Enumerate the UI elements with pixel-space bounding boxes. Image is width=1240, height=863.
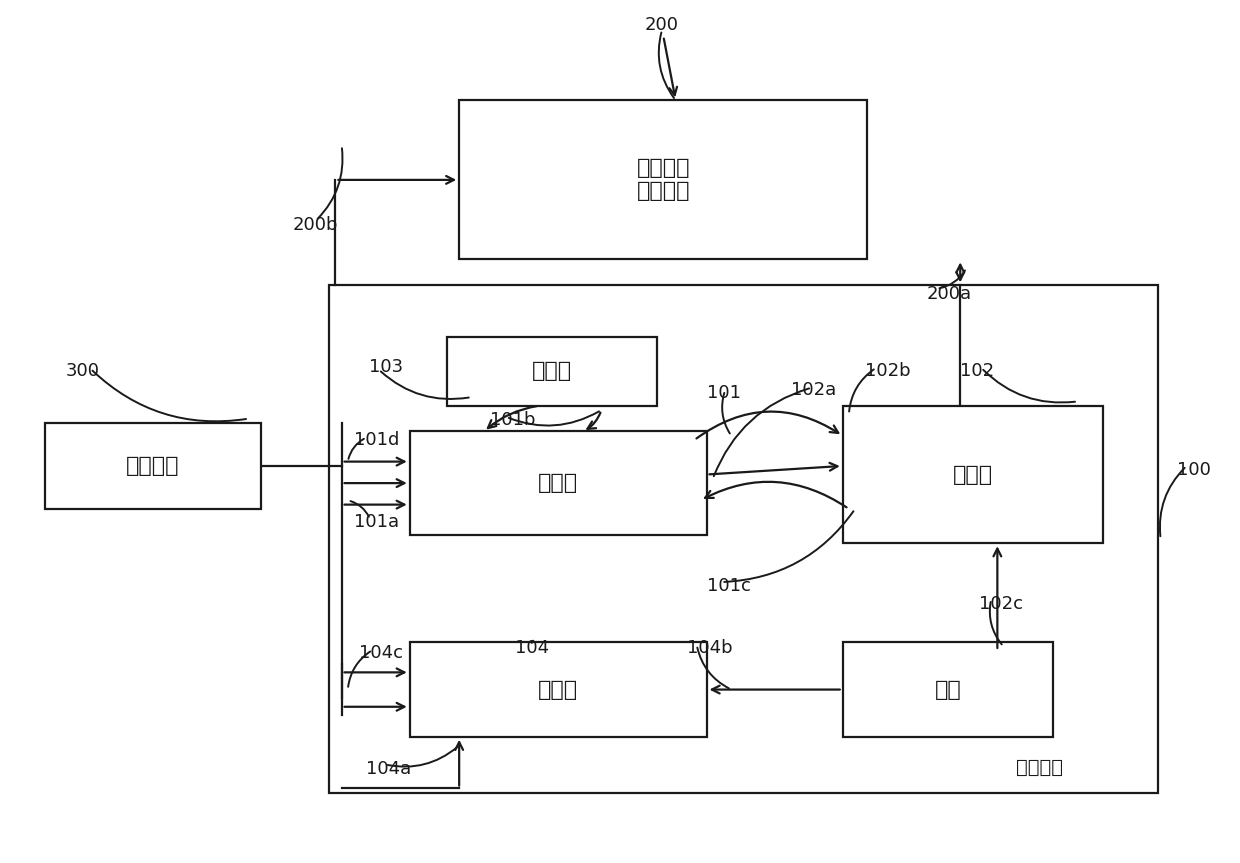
Text: 100: 100 <box>1177 461 1210 479</box>
Text: 104b: 104b <box>687 639 733 658</box>
Text: 103: 103 <box>368 358 403 376</box>
Text: 102b: 102b <box>866 362 910 381</box>
Text: 102a: 102a <box>791 381 836 400</box>
Text: 供气装置: 供气装置 <box>126 456 180 476</box>
Text: 重整器: 重整器 <box>538 473 578 493</box>
Text: 发电系统: 发电系统 <box>1016 758 1063 777</box>
Text: 101: 101 <box>707 384 740 402</box>
Text: 200a: 200a <box>926 285 972 303</box>
Text: 燃烧器: 燃烧器 <box>538 679 578 700</box>
FancyBboxPatch shape <box>459 100 868 260</box>
FancyBboxPatch shape <box>843 642 1053 737</box>
Text: 101d: 101d <box>353 432 399 449</box>
Text: 101c: 101c <box>707 577 750 595</box>
Text: 200b: 200b <box>293 216 337 234</box>
Text: 101a: 101a <box>353 513 399 531</box>
FancyBboxPatch shape <box>409 432 707 535</box>
Text: 二氧化碳
捕集系统: 二氧化碳 捕集系统 <box>636 158 689 201</box>
Text: 102: 102 <box>960 362 994 381</box>
Text: 空气: 空气 <box>935 679 961 700</box>
Text: 汽化器: 汽化器 <box>532 362 572 381</box>
Text: 104a: 104a <box>366 759 412 778</box>
FancyBboxPatch shape <box>446 337 657 406</box>
Text: 300: 300 <box>66 362 99 381</box>
Text: 102c: 102c <box>978 595 1023 613</box>
Text: 200: 200 <box>645 16 678 35</box>
Text: 104: 104 <box>515 639 549 658</box>
Text: 104c: 104c <box>358 645 403 663</box>
Text: 电池堆: 电池堆 <box>952 464 993 484</box>
FancyBboxPatch shape <box>409 642 707 737</box>
Text: 101b: 101b <box>490 412 536 429</box>
FancyBboxPatch shape <box>843 406 1102 544</box>
FancyBboxPatch shape <box>45 423 262 509</box>
